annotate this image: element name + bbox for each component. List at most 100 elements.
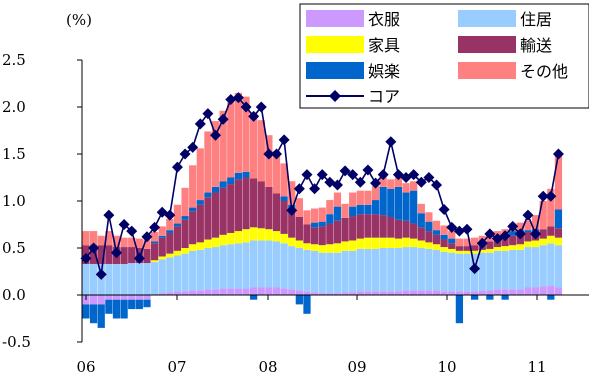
bar-segment-2-33	[333, 243, 342, 253]
core-point-9	[149, 221, 161, 233]
bar-segment-5-48	[448, 231, 456, 239]
bar-segment-0-19	[227, 288, 235, 295]
x-tick-label-4: 10	[437, 358, 456, 376]
bar-segment-2-52	[478, 249, 486, 253]
bar-segment-0-52	[478, 290, 486, 295]
core-point-30	[309, 183, 321, 195]
bar-segment-3-21	[242, 177, 250, 230]
bar-segment-3-47	[440, 239, 448, 248]
bar-segment-4-9	[150, 241, 159, 244]
core-point-58	[522, 209, 534, 221]
bar-segment-0-29	[303, 291, 311, 295]
legend-label-1: 住居	[520, 10, 552, 29]
bar-segment-2-45	[425, 242, 433, 249]
bar-segment-3-37	[364, 214, 372, 238]
bar-segment-1-59	[531, 247, 540, 288]
bar-segment-1-14	[189, 250, 197, 291]
core-point-33	[331, 179, 343, 191]
core-point-48	[446, 221, 458, 233]
bar-segment-5-21	[242, 96, 250, 172]
bar-segment-3-45	[425, 231, 433, 243]
bar-segment-1-6	[128, 263, 136, 295]
bar-segment-0-10	[158, 293, 166, 295]
x-tick-label-2: 08	[258, 358, 277, 376]
bar-segment-3-41	[394, 219, 403, 239]
bar-segment-3-39	[379, 215, 387, 238]
bar-segment-1-49	[455, 253, 463, 292]
bar-segment-2-12	[173, 250, 182, 256]
bar-segment-4-51	[471, 295, 479, 300]
bar-segment-2-10	[158, 256, 166, 260]
bar-segment-0-45	[425, 290, 433, 295]
bar-segment-3-24	[265, 186, 273, 230]
core-point-51	[469, 263, 481, 275]
bar-segment-3-51	[471, 245, 479, 251]
core-point-52	[476, 237, 488, 249]
bar-segment-2-49	[455, 250, 463, 254]
bar-segment-3-61	[547, 226, 555, 236]
bar-segment-4-40	[387, 188, 395, 217]
bar-segment-5-17	[211, 121, 220, 187]
bar-segment-3-2	[97, 245, 105, 264]
bar-segment-1-36	[356, 248, 364, 292]
bar-segment-4-14	[189, 207, 197, 212]
bar-segment-4-8	[143, 299, 151, 308]
core-point-37	[362, 164, 374, 176]
bar-segment-1-23	[257, 240, 265, 288]
bar-segment-4-62	[554, 209, 563, 229]
bar-segment-1-39	[379, 248, 387, 292]
bar-segment-0-61	[547, 285, 555, 295]
core-point-57	[514, 228, 526, 240]
bar-segment-5-15	[196, 148, 204, 201]
bar-segment-2-29	[303, 243, 311, 250]
bar-segment-3-58	[524, 232, 532, 242]
bar-segment-3-18	[219, 187, 227, 235]
bar-segment-1-24	[265, 240, 273, 288]
bar-segment-5-44	[417, 203, 425, 214]
bar-segment-3-33	[333, 220, 342, 244]
y-tick-label-6: -0.5	[2, 333, 31, 351]
legend-label-core: コア	[368, 87, 400, 106]
bar-segment-2-58	[524, 241, 532, 248]
bar-segment-1-38	[371, 248, 380, 292]
bar-segment-2-36	[356, 238, 364, 249]
legend-swatch-3	[458, 36, 516, 53]
bar-segment-2-57	[516, 244, 524, 250]
bar-segment-2-17	[211, 237, 220, 248]
legend-swatch-5	[458, 62, 516, 79]
core-point-8	[141, 231, 153, 243]
bar-segment-1-20	[234, 243, 243, 289]
bar-segment-5-38	[371, 185, 380, 201]
bar-segment-2-55	[501, 246, 509, 251]
bar-segment-1-0	[82, 263, 90, 295]
core-point-13	[179, 148, 191, 160]
core-point-14	[187, 141, 199, 153]
bar-segment-3-35	[349, 216, 357, 241]
bar-segment-1-46	[432, 249, 441, 291]
core-point-24	[263, 148, 275, 160]
core-point-25	[271, 148, 282, 160]
bar-segment-0-1	[90, 295, 98, 305]
bar-segment-1-45	[425, 248, 433, 291]
x-tick-label-5: 11	[527, 358, 546, 376]
bar-segment-4-2	[97, 304, 105, 328]
bar-segment-2-43	[410, 238, 418, 248]
bar-segment-5-32	[326, 200, 334, 215]
bar-segment-3-38	[371, 214, 380, 238]
bar-segment-2-15	[196, 242, 204, 250]
bar-segment-1-35	[349, 250, 357, 293]
bar-segment-0-42	[402, 290, 410, 295]
bar-segment-4-28	[295, 295, 303, 305]
bar-segment-4-33	[333, 206, 342, 221]
bar-segment-5-0	[82, 231, 90, 246]
bar-segment-2-48	[448, 248, 456, 253]
bar-segment-3-26	[280, 201, 288, 234]
bar-segment-5-47	[440, 225, 448, 235]
bar-segment-2-19	[227, 232, 235, 245]
bar-segment-0-4	[112, 295, 121, 300]
bar-segment-0-59	[531, 287, 540, 295]
bar-segment-3-9	[150, 243, 159, 261]
bar-segment-5-13	[181, 187, 189, 217]
bar-segment-1-1	[90, 263, 98, 295]
